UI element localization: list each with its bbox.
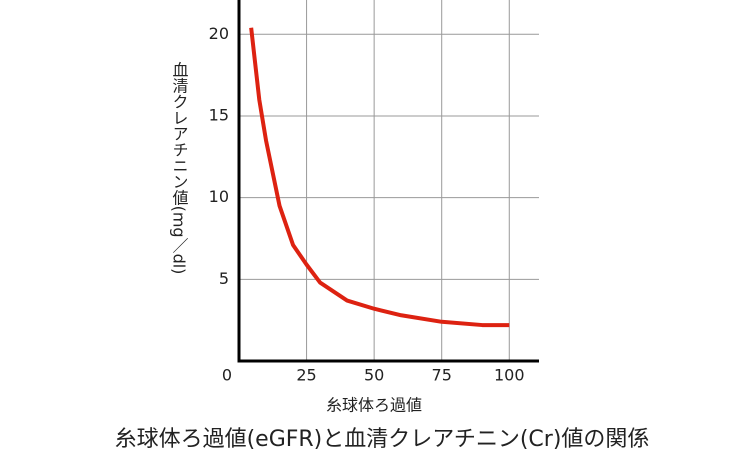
x-axis-label: 糸球体ろ過値 — [326, 396, 422, 415]
x-tick-label: 100 — [494, 366, 525, 385]
y-axis-label: 血清クレアチニン値(mg／dl) — [170, 62, 189, 275]
y-tick-label: 20 — [209, 24, 229, 43]
data-line — [249, 27, 510, 328]
y-tick-label: 10 — [209, 187, 229, 206]
x-tick-label: 0 — [222, 366, 232, 385]
y-tick-label: 15 — [209, 105, 229, 124]
x-tick-label: 75 — [432, 366, 452, 385]
y-tick-label: 5 — [219, 269, 229, 288]
chart-title: 糸球体ろ過値(eGFR)と血清クレアチニン(Cr)値の関係 — [115, 427, 650, 452]
x-tick-label: 25 — [296, 366, 316, 385]
x-tick-label: 50 — [364, 366, 384, 385]
